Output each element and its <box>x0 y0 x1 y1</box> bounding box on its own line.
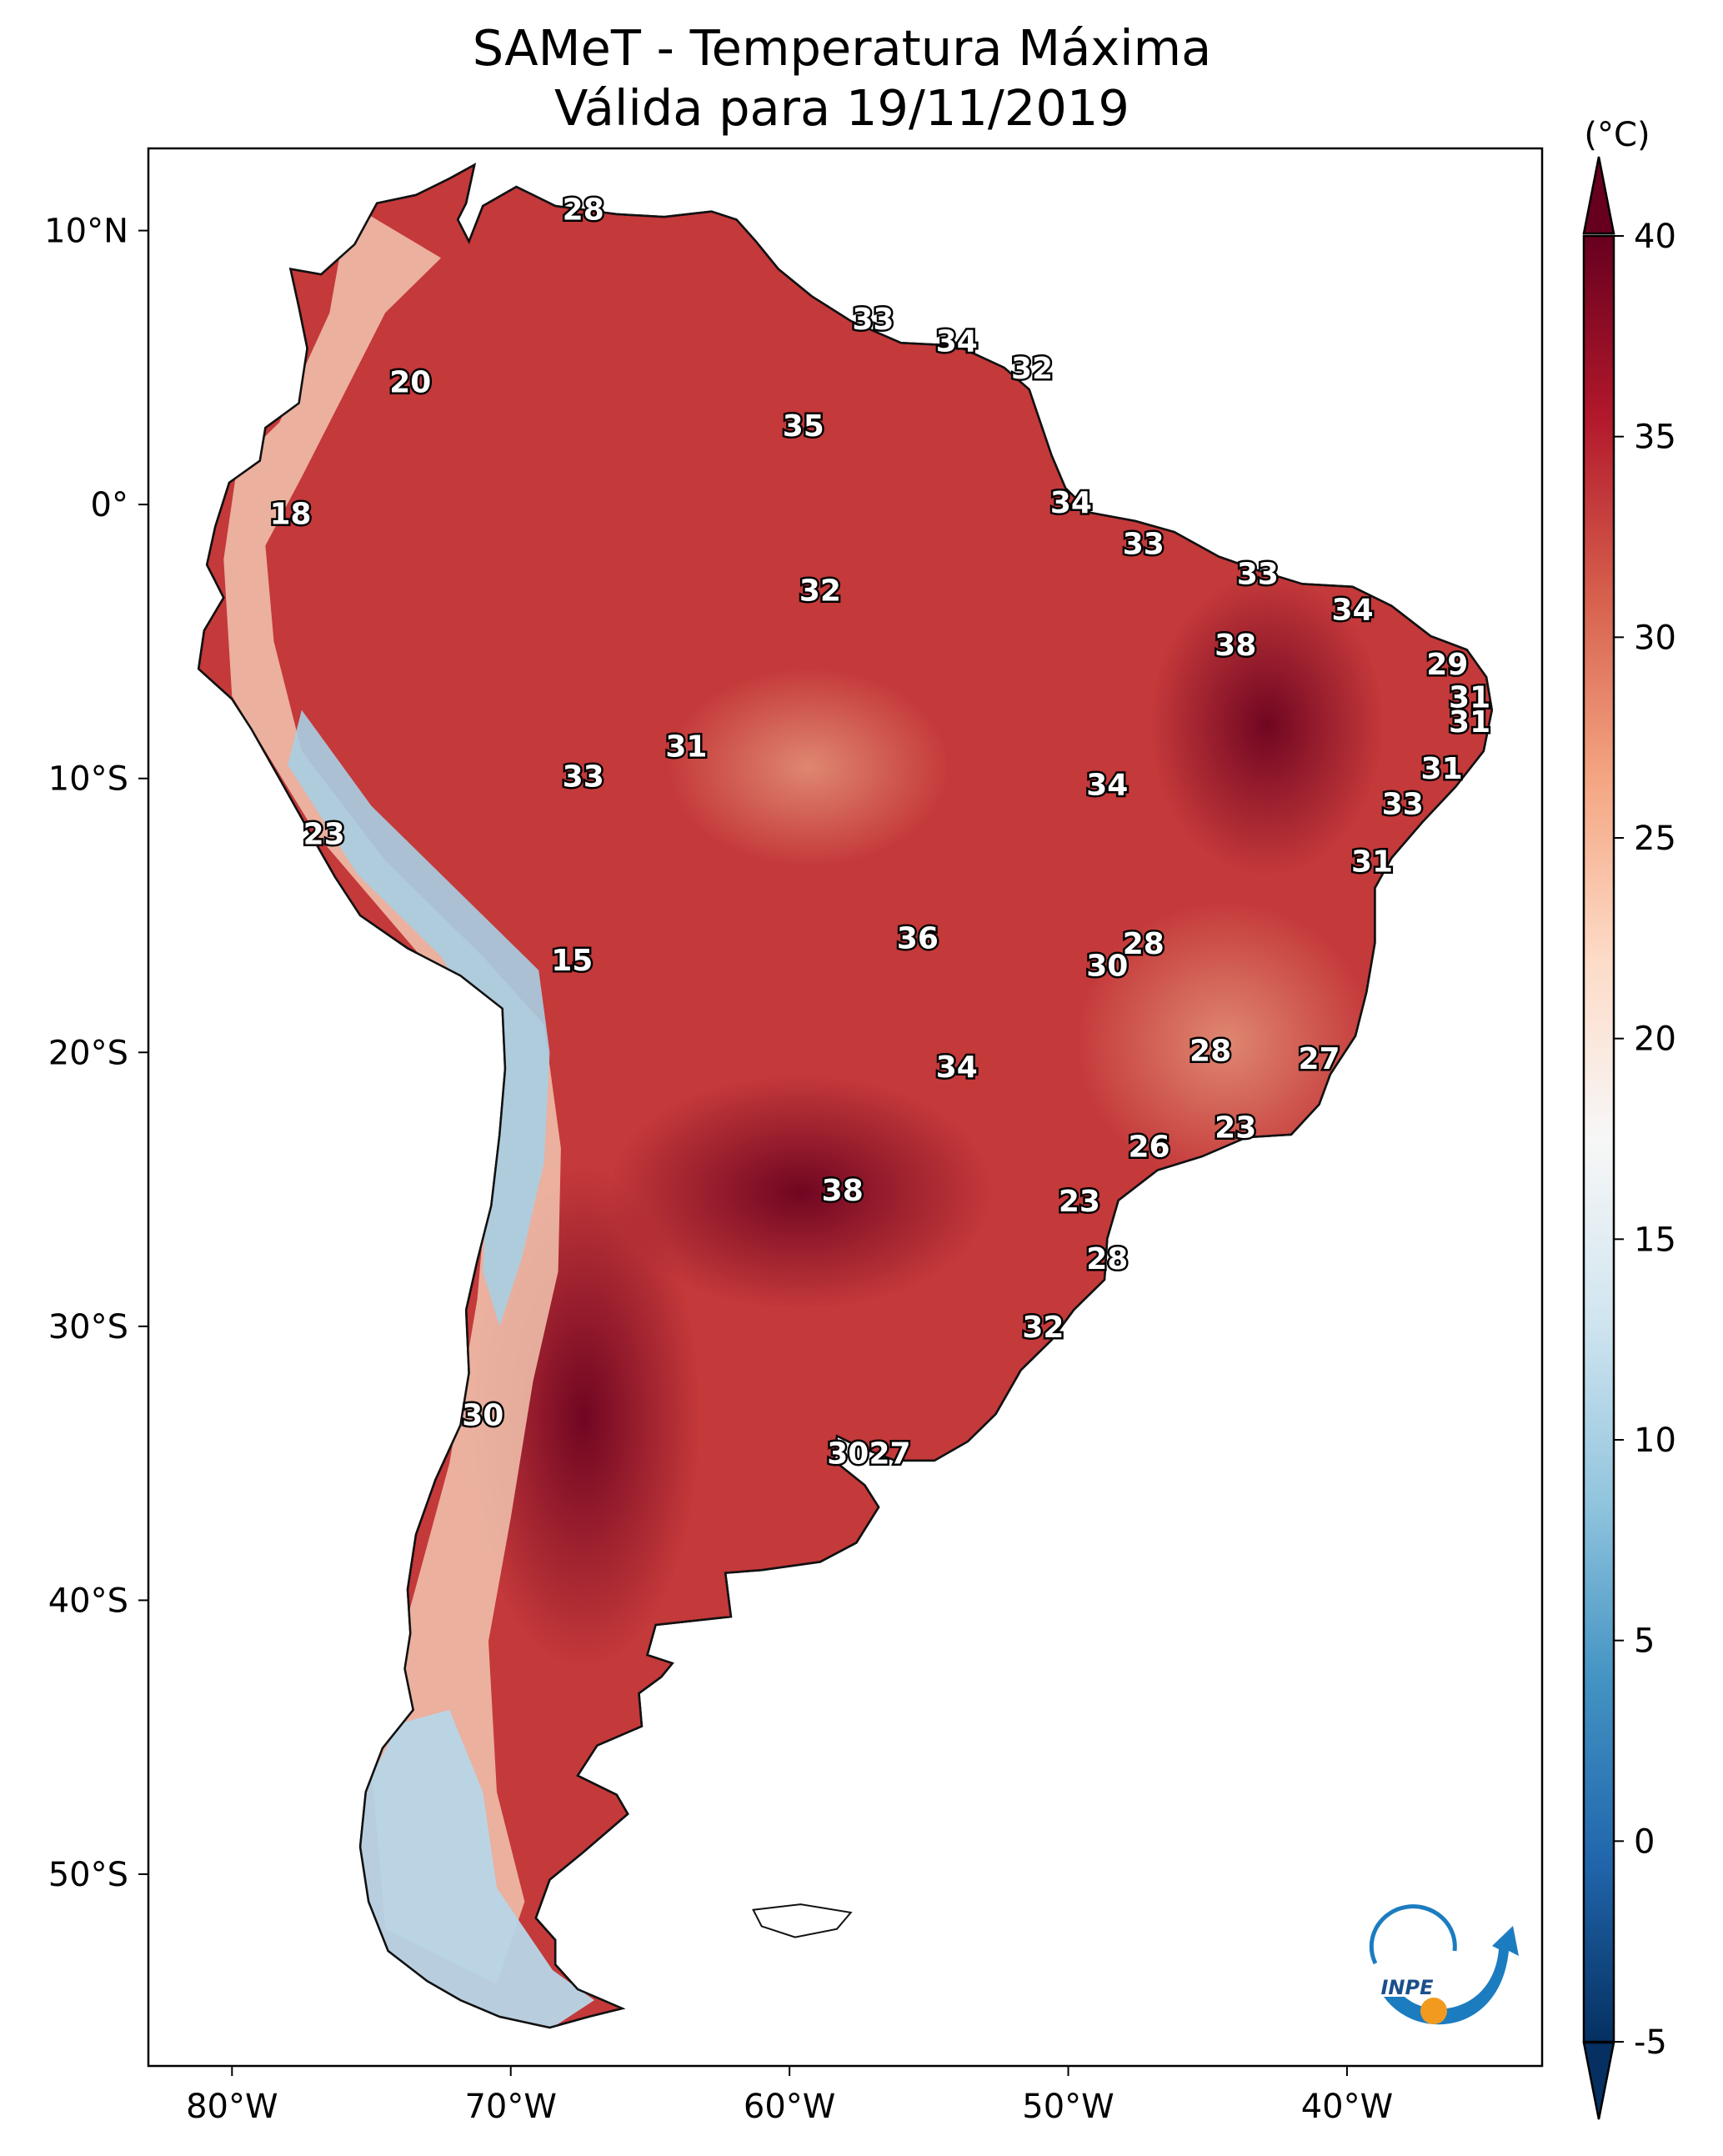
andes-cold-band <box>288 709 550 1326</box>
logo-orbit-ring <box>1369 1904 1457 1965</box>
andes-cool-band <box>223 203 561 1984</box>
latitude-tick-label: 40°S <box>48 1582 128 1620</box>
map-title-line2: Válida para 19/11/2019 <box>554 79 1129 137</box>
station-temperature-label: 23 <box>1215 1111 1256 1145</box>
patagonia-cold-area <box>360 1709 594 2028</box>
station-temperature-label: 28 <box>1123 927 1165 961</box>
logo-sun-dot <box>1420 1998 1447 2024</box>
colorbar-tick-label: -5 <box>1634 2023 1667 2062</box>
inpe-logo: INPE <box>1369 1904 1519 2025</box>
logo-swoosh <box>1384 1926 1519 2025</box>
warm-area-minas <box>1075 900 1375 1184</box>
station-temperature-label: 31 <box>1351 845 1393 880</box>
station-temperature-label: 18 <box>269 497 311 531</box>
station-temperature-label: 30 <box>1086 949 1128 983</box>
station-temperature-label: 33 <box>1123 527 1165 561</box>
colorbar-tick-label: 5 <box>1634 1622 1655 1661</box>
colorbar-tick-label: 40 <box>1634 218 1676 256</box>
station-temperature-label: 31 <box>1421 752 1463 786</box>
colorbar-tick-label: 25 <box>1634 820 1676 858</box>
longitude-axis: 80°W 70°W 60°W 50°W 40°W <box>186 2066 1393 2126</box>
colorbar-unit: (°C) <box>1584 116 1650 154</box>
station-temperature-label: 32 <box>1022 1311 1064 1345</box>
station-temperature-label: 34 <box>1086 769 1128 803</box>
colorbar-tick-label: 30 <box>1634 619 1676 657</box>
station-temperature-label: 30 <box>827 1436 869 1471</box>
colorbar-ticks: 40 35 30 25 20 15 10 5 0 -5 <box>1614 218 1676 2062</box>
station-temperature-label: 26 <box>1128 1130 1170 1164</box>
station-temperature-label: 33 <box>852 303 894 337</box>
station-temperature-label: 28 <box>1190 1034 1231 1068</box>
warm-area-mato-grosso <box>667 667 950 867</box>
station-temperature-label: 35 <box>783 409 824 444</box>
latitude-tick-label: 30°S <box>48 1308 128 1346</box>
map-panel <box>147 147 1544 2068</box>
station-temperature-label: 38 <box>1215 629 1256 663</box>
station-temperature-label: 34 <box>936 1050 978 1085</box>
colorbar-tick-label: 35 <box>1634 419 1676 457</box>
station-temperature-label: 31 <box>665 730 707 765</box>
station-temperature-label: 28 <box>1086 1242 1128 1276</box>
colorbar-tick-label: 15 <box>1634 1221 1676 1259</box>
station-temperature-label: 32 <box>799 574 841 608</box>
station-temperature-label: 27 <box>869 1436 910 1471</box>
longitude-tick-label: 70°W <box>464 2088 556 2126</box>
hot-core-northeast <box>1150 575 1384 875</box>
falkland-islands <box>752 1903 853 1938</box>
map-frame <box>147 147 1544 2068</box>
station-temperature-label: 23 <box>1059 1185 1100 1219</box>
longitude-tick-label: 40°W <box>1301 2088 1393 2126</box>
station-temperature-label: 15 <box>551 944 593 978</box>
latitude-tick-label: 50°S <box>48 1856 128 1894</box>
station-temperature-label: 33 <box>563 760 604 795</box>
station-temperature-label: 30 <box>462 1398 503 1432</box>
temperature-shading <box>223 203 1384 2028</box>
station-temperature-label: 34 <box>1050 486 1092 520</box>
station-temperature-label: 20 <box>389 366 431 400</box>
latitude-tick-label: 20°S <box>48 1034 128 1072</box>
colorbar-top-arrow <box>1582 156 1615 235</box>
map-title-line1: SAMeT - Temperatura Máxima <box>473 19 1212 77</box>
colorbar-tick-label: 0 <box>1634 1823 1655 1861</box>
station-temperature-label: 28 <box>563 193 604 228</box>
latitude-tick-label: 0° <box>91 486 128 524</box>
station-temperature-label: 31 <box>1449 680 1490 714</box>
hot-core-chaco <box>609 1075 992 1309</box>
station-temperature-label: 33 <box>1237 558 1279 592</box>
station-temperature-label: 31 <box>1449 705 1490 740</box>
latitude-tick-label: 10°S <box>48 760 128 799</box>
station-temperature-label: 34 <box>1332 593 1374 627</box>
longitude-tick-label: 50°W <box>1022 2088 1114 2126</box>
longitude-tick-label: 60°W <box>744 2088 835 2126</box>
station-temperature-label: 38 <box>822 1174 864 1208</box>
colorbar-tick-label: 10 <box>1634 1421 1676 1460</box>
logo-text: INPE <box>1381 1976 1435 1999</box>
longitude-tick-label: 80°W <box>186 2088 278 2126</box>
station-temperature-label: 29 <box>1426 648 1468 682</box>
colorbar-tick-label: 20 <box>1634 1020 1676 1059</box>
station-temperature-label: 34 <box>936 324 978 358</box>
latitude-axis: 10°N 0° 10°S 20°S 30°S 40°S 50°S <box>44 213 148 1894</box>
colorbar-gradient <box>1582 234 1615 2043</box>
station-temperature-label: 33 <box>1382 788 1424 822</box>
station-temperature-label: 27 <box>1298 1042 1340 1076</box>
colorbar-bottom-arrow <box>1582 2041 1615 2120</box>
station-temperature-label: 36 <box>897 922 939 956</box>
colorbar: (°C) 40 35 30 25 20 15 10 5 0 -5 <box>1582 116 1676 2120</box>
coastline <box>197 163 1494 2029</box>
station-temperature-label: 23 <box>303 818 345 852</box>
station-temperature-label: 32 <box>1011 352 1053 386</box>
latitude-tick-label: 10°N <box>44 213 128 251</box>
